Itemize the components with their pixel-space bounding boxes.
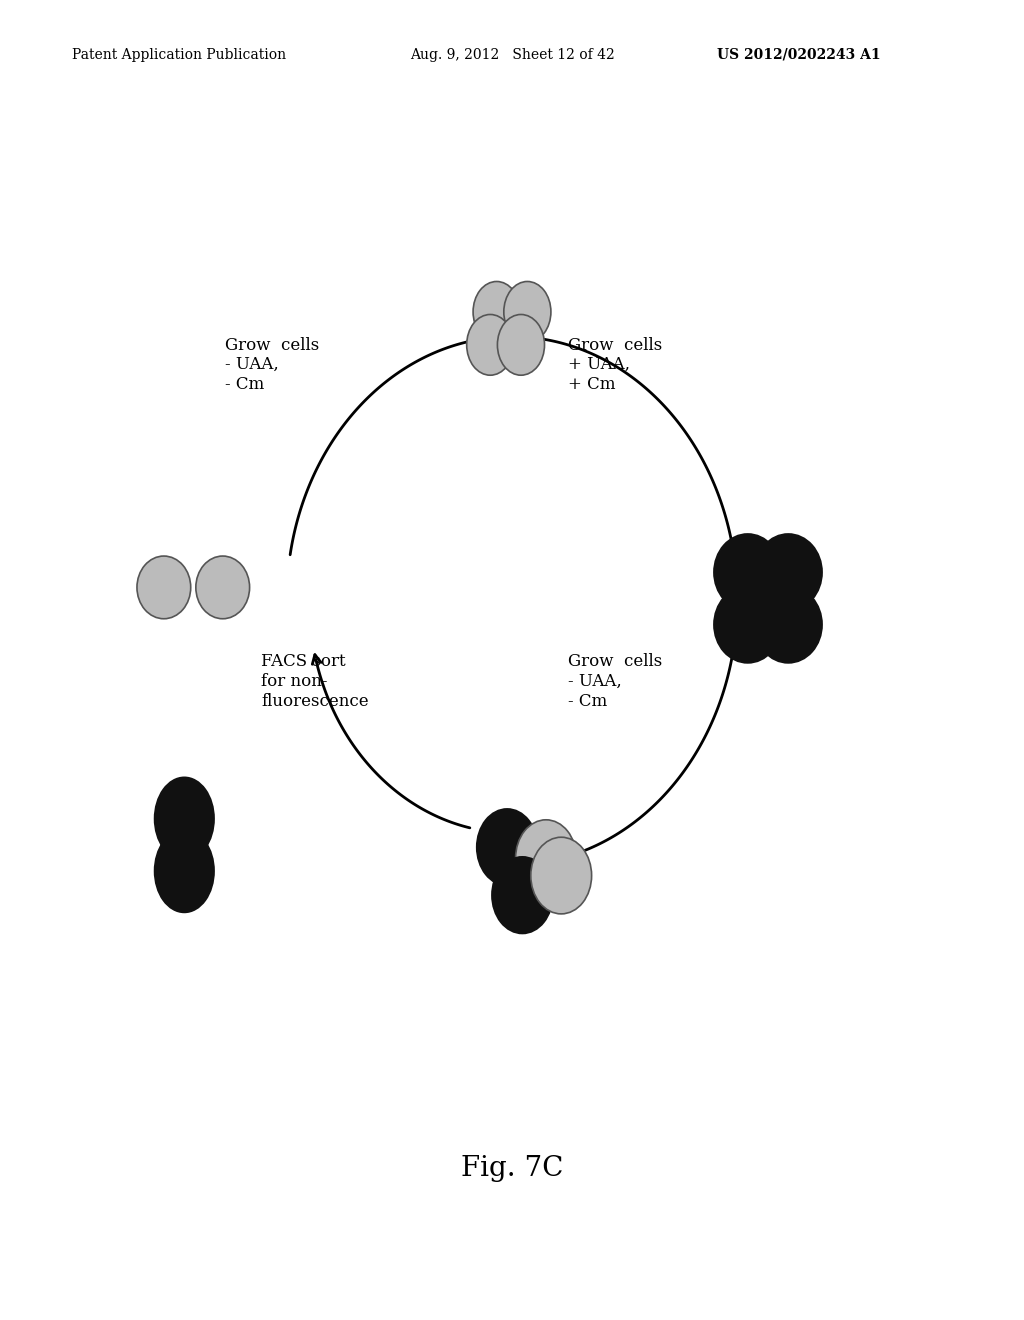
Text: Aug. 9, 2012   Sheet 12 of 42: Aug. 9, 2012 Sheet 12 of 42 (410, 48, 614, 62)
Ellipse shape (196, 556, 250, 619)
Ellipse shape (714, 586, 781, 663)
Text: Fig. 7C: Fig. 7C (461, 1155, 563, 1181)
Ellipse shape (755, 586, 822, 663)
Text: FACS sort
for non-
fluorescence: FACS sort for non- fluorescence (261, 653, 369, 710)
Ellipse shape (155, 829, 214, 912)
Ellipse shape (504, 281, 551, 342)
Ellipse shape (473, 281, 520, 342)
Ellipse shape (530, 837, 592, 913)
Ellipse shape (137, 556, 190, 619)
Text: Grow  cells
- UAA,
- Cm: Grow cells - UAA, - Cm (568, 653, 663, 710)
Ellipse shape (467, 314, 514, 375)
Ellipse shape (516, 820, 577, 896)
Ellipse shape (498, 314, 545, 375)
Ellipse shape (155, 777, 214, 861)
Text: US 2012/0202243 A1: US 2012/0202243 A1 (717, 48, 881, 62)
Ellipse shape (755, 535, 822, 611)
Text: Patent Application Publication: Patent Application Publication (72, 48, 286, 62)
Ellipse shape (477, 809, 538, 886)
Ellipse shape (492, 857, 553, 933)
Ellipse shape (714, 535, 781, 611)
Text: Grow  cells
- UAA,
- Cm: Grow cells - UAA, - Cm (225, 337, 319, 393)
Text: Grow  cells
+ UAA,
+ Cm: Grow cells + UAA, + Cm (568, 337, 663, 393)
